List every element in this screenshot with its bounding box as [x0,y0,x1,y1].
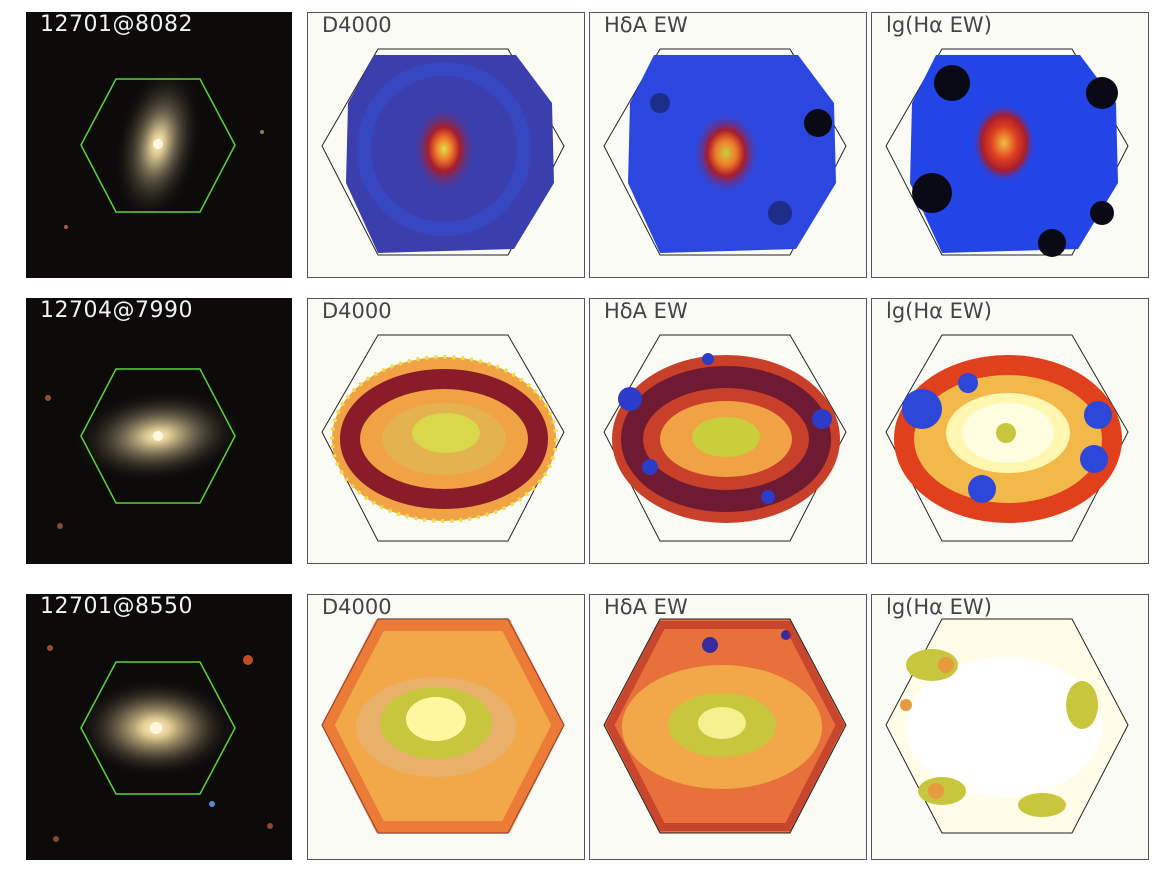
map-plot [603,618,847,834]
map-title: lg(Hα EW) [886,299,992,323]
galaxy-row: 12704@7990 D4000 HδA EW [0,298,1170,568]
map-title: HδA EW [604,595,688,619]
map-plot [885,618,1129,834]
map-plot [885,334,1129,542]
map-title: D4000 [322,299,392,323]
map-plot [321,618,565,834]
ifu-hexagon [80,78,236,213]
d4000-map: D4000 [307,594,585,860]
galaxy-image: 12701@8082 [26,12,292,278]
galaxy-id: 12704@7990 [40,298,193,323]
map-title: D4000 [322,595,392,619]
galaxy-id: 12701@8082 [40,12,193,37]
map-plot [603,48,847,256]
galaxy-photo [64,65,264,229]
d4000-map: D4000 [307,298,585,564]
map-title: HδA EW [604,299,688,323]
map-plot [321,334,565,542]
halpha-map: lg(Hα EW) [871,594,1149,860]
galaxy-row: 12701@8082 D4000 [0,12,1170,282]
halpha-map: lg(Hα EW) [871,12,1149,278]
ifu-hexagon [80,368,236,504]
map-title: HδA EW [604,13,688,37]
galaxy-id: 12701@8550 [40,594,193,619]
galaxy-photo [47,645,273,842]
map-title: lg(Hα EW) [886,595,992,619]
galaxy-photo [45,368,244,529]
hdelta-map: HδA EW [589,12,867,278]
galaxy-image: 12704@7990 [26,298,292,564]
ifu-hexagon [80,661,236,795]
hdelta-map: HδA EW [589,298,867,564]
map-plot [321,48,565,256]
d4000-map: D4000 [307,12,585,278]
map-plot [885,48,1129,257]
map-title: lg(Hα EW) [886,13,992,37]
galaxy-row: 12701@8550 D4000 HδA EW [0,594,1170,864]
map-title: D4000 [322,13,392,37]
galaxy-image: 12701@8550 [26,594,292,860]
hdelta-map: HδA EW [589,594,867,860]
halpha-map: lg(Hα EW) [871,298,1149,564]
map-plot [603,334,847,542]
